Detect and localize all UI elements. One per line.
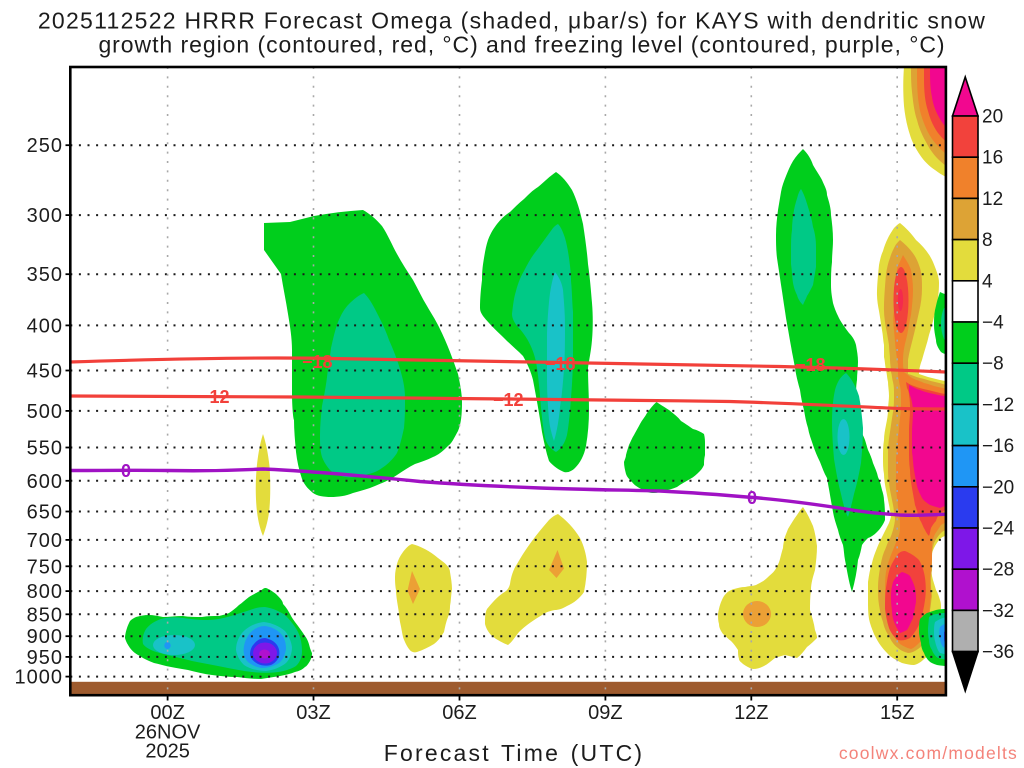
svg-text:0: 0 [747,488,757,508]
svg-text:700: 700 [27,530,63,552]
svg-text:−18: −18 [545,354,576,374]
svg-text:8: 8 [982,230,993,251]
svg-text:400: 400 [27,315,63,337]
svg-text:12: 12 [982,189,1003,210]
svg-text:26NOV: 26NOV [135,722,201,744]
svg-text:600: 600 [27,471,63,493]
svg-text:−24: −24 [982,519,1015,540]
svg-text:growth region (contoured, red,: growth region (contoured, red, °C) and f… [98,32,945,58]
svg-text:1000: 1000 [15,667,64,689]
svg-text:16: 16 [982,148,1003,169]
svg-text:09Z: 09Z [588,702,622,724]
svg-text:250: 250 [27,135,63,157]
svg-text:15Z: 15Z [880,702,914,724]
svg-text:−8: −8 [982,354,1004,375]
svg-text:−12: −12 [982,395,1014,416]
svg-text:−18: −18 [795,355,826,375]
svg-text:0: 0 [121,461,131,481]
svg-text:4: 4 [982,271,993,292]
svg-text:coolwx.com/modelts: coolwx.com/modelts [839,743,1018,763]
svg-text:900: 900 [27,626,63,648]
svg-text:12Z: 12Z [734,702,768,724]
svg-text:650: 650 [27,502,63,524]
svg-text:−20: −20 [982,477,1014,498]
svg-text:−12: −12 [199,387,230,407]
svg-text:20: 20 [982,107,1003,128]
svg-text:2025112522 HRRR Forecast Omega: 2025112522 HRRR Forecast Omega (shaded, … [38,8,986,34]
svg-text:350: 350 [27,264,63,286]
svg-text:−32: −32 [982,601,1014,622]
svg-text:Forecast Time (UTC): Forecast Time (UTC) [384,740,644,766]
svg-text:750: 750 [27,556,63,578]
svg-text:00Z: 00Z [150,702,184,724]
svg-text:−18: −18 [302,352,333,372]
svg-text:300: 300 [27,205,63,227]
svg-text:−28: −28 [982,560,1014,581]
svg-text:950: 950 [27,647,63,669]
svg-text:−36: −36 [982,642,1014,663]
svg-text:03Z: 03Z [296,702,330,724]
svg-text:450: 450 [27,361,63,383]
svg-text:500: 500 [27,401,63,423]
svg-text:−4: −4 [982,313,1004,334]
svg-text:−12: −12 [493,390,524,410]
svg-text:06Z: 06Z [442,702,476,724]
svg-text:−16: −16 [982,436,1014,457]
svg-text:800: 800 [27,581,63,603]
svg-text:850: 850 [27,604,63,626]
svg-text:2025: 2025 [145,741,190,763]
svg-text:550: 550 [27,438,63,460]
